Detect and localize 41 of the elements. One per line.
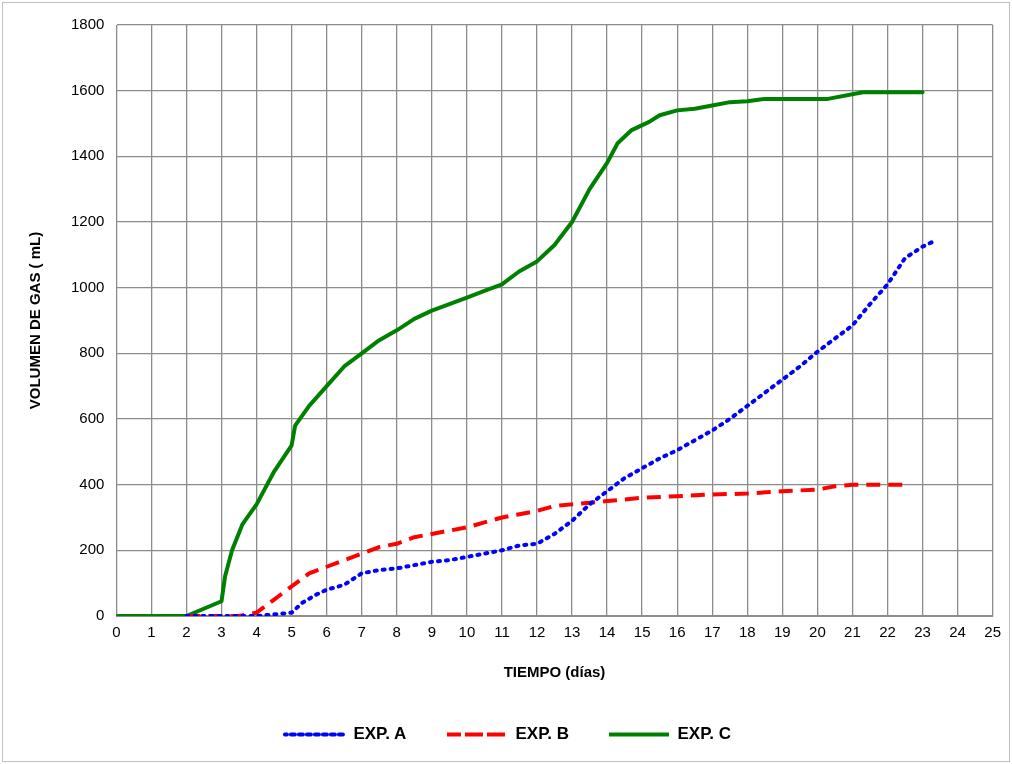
x-tick-label: 19	[774, 623, 791, 641]
y-tick-label: 1800	[70, 15, 105, 33]
x-tick-label: 6	[322, 623, 331, 641]
x-tick-label: 0	[112, 623, 121, 641]
x-tick-label: 9	[427, 623, 436, 641]
legend-label: EXP. B	[515, 724, 570, 744]
x-tick-label: 13	[563, 623, 581, 641]
x-tick-label: 22	[879, 623, 896, 641]
y-axis-title: VOLUMEN DE GAS ( mL)	[26, 231, 44, 410]
y-tick-label: 1200	[70, 212, 105, 230]
y-tick-label: 400	[79, 474, 105, 492]
x-tick-label: 24	[949, 623, 966, 641]
y-tick-label: 1600	[70, 80, 105, 98]
y-tick-label: 0	[96, 606, 105, 624]
x-tick-label: 20	[809, 623, 826, 641]
y-tick-label: 200	[79, 540, 105, 558]
x-tick-label: 23	[914, 623, 931, 641]
x-tick-label: 18	[738, 623, 756, 641]
x-tick-label: 25	[984, 623, 1001, 641]
x-tick-label: 7	[357, 623, 366, 641]
x-tick-label: 12	[528, 623, 546, 641]
x-tick-label: 3	[217, 623, 226, 641]
x-tick-label: 15	[633, 623, 651, 641]
x-tick-label: 16	[668, 623, 686, 641]
legend-label: EXP. C	[677, 724, 732, 744]
y-tick-label: 1400	[70, 146, 105, 164]
x-tick-label: 8	[392, 623, 401, 641]
x-tick-label: 11	[494, 623, 510, 641]
x-tick-label: 4	[252, 623, 261, 641]
x-tick-label: 2	[182, 623, 191, 641]
legend-label: EXP. A	[353, 724, 407, 744]
y-tick-label: 600	[79, 409, 105, 427]
x-tick-label: 1	[147, 623, 156, 641]
x-tick-label: 17	[703, 623, 721, 641]
x-axis-title: TIEMPO (días)	[503, 663, 606, 681]
y-tick-label: 800	[79, 343, 105, 361]
x-tick-label: 21	[844, 623, 861, 641]
x-tick-label: 10	[458, 623, 476, 641]
x-tick-label: 14	[598, 623, 616, 641]
x-tick-label: 5	[287, 623, 296, 641]
y-tick-label: 1000	[70, 277, 105, 295]
